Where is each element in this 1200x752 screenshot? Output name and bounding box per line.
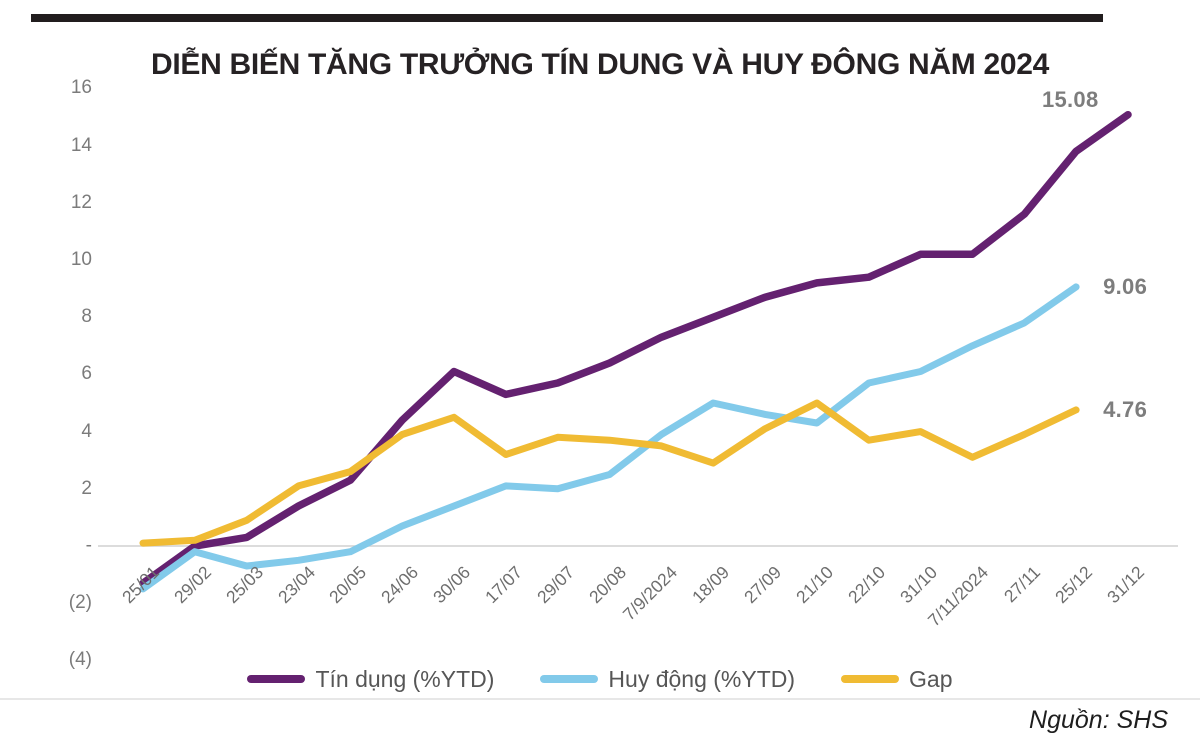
title-bar — [31, 14, 1103, 22]
legend-swatch-huy-dong-icon — [540, 675, 599, 683]
y-axis-tick-label: 10 — [70, 249, 92, 270]
legend-swatch-tin-dung-icon — [247, 675, 306, 683]
legend-item-gap: Gap — [841, 665, 953, 693]
end-value-label-huy-dong: 9.06 — [1103, 273, 1148, 299]
y-axis-tick-label: - — [85, 535, 92, 556]
legend-label-huy-dong: Huy động (%YTD) — [608, 665, 796, 692]
y-axis-tick-label: (4) — [68, 649, 92, 671]
chart-legend: Tín dụng (%YTD) Huy động (%YTD) Gap — [0, 664, 1200, 694]
legend-label-gap: Gap — [909, 665, 953, 692]
series-line-tin-dung — [139, 110, 1132, 587]
end-value-label-tin-dung: 15.08 — [1041, 86, 1099, 112]
legend-label-tin-dung: Tín dụng (%YTD) — [315, 665, 495, 692]
y-axis-tick-label: 2 — [81, 477, 92, 499]
y-axis-tick-label: 8 — [81, 306, 92, 328]
series-line-gap — [139, 399, 1080, 547]
series-line-huy-dong — [139, 283, 1080, 593]
y-axis-tick-label: 16 — [70, 77, 92, 99]
y-axis-tick-label: (2) — [68, 592, 92, 614]
end-value-label-gap: 4.76 — [1103, 396, 1148, 422]
separator-line — [0, 698, 1200, 700]
y-axis-tick-label: 14 — [70, 134, 92, 156]
legend-swatch-gap-icon — [841, 675, 900, 683]
legend-item-tin-dung: Tín dụng (%YTD) — [247, 666, 494, 693]
chart-title: DIỄN BIẾN TĂNG TRƯỞNG TÍN DUNG VÀ HUY ĐÔ… — [150, 48, 1050, 82]
y-axis-tick-label: 4 — [81, 420, 92, 442]
y-axis-tick-label: 6 — [81, 363, 92, 385]
source-note: Nguồn: SHS — [1029, 706, 1168, 734]
legend-item-huy-dong: Huy động (%YTD) — [540, 666, 795, 693]
y-axis-tick-label: 12 — [70, 191, 92, 213]
